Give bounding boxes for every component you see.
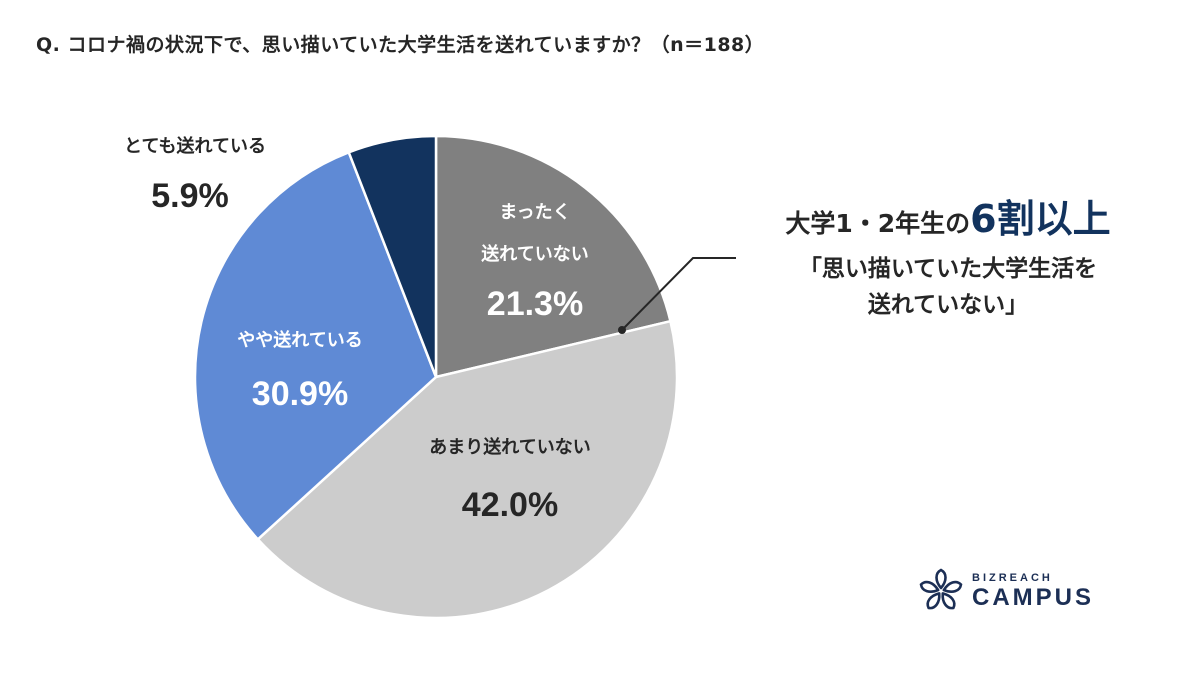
- chart-title: Q. コロナ禍の状況下で、思い描いていた大学生活を送れていますか？（n＝188）: [36, 34, 765, 56]
- callout-quote-line2: 送れていない」: [867, 292, 1029, 318]
- callout-head-prefix: 大学1・2年生の: [785, 209, 971, 238]
- logo-bizreach: BIZREACH: [972, 572, 1053, 584]
- slice-label-somewhat-name: やや送れている: [237, 330, 363, 351]
- bizreach-campus-logo: BIZREACH CAMPUS: [918, 568, 1094, 614]
- callout-headline: 大学1・2年生の6割以上: [748, 196, 1148, 247]
- slice-not-much: [256, 319, 679, 620]
- leader-line: [618, 257, 736, 334]
- slice-label-not-at-all: まったく 送れていない 21.3%: [450, 200, 620, 326]
- callout-quote-line1: 「思い描いていた大学生活を: [798, 256, 1098, 282]
- slice-label-not-at-all-pct: 21.3%: [486, 285, 584, 323]
- slice-label-very-much-pct: 5.9%: [151, 177, 229, 215]
- slice-label-somewhat: やや送れている 30.9%: [210, 328, 390, 416]
- logo-text: BIZREACH CAMPUS: [972, 571, 1094, 611]
- slice-label-not-at-all-name: まったく: [499, 202, 571, 223]
- pie-slices: [193, 134, 679, 620]
- slice-label-very-much: とても送れている 5.9%: [100, 134, 290, 218]
- slice-label-not-much-pct: 42.0%: [461, 486, 559, 524]
- callout-head-emphasis: 6割以上: [970, 197, 1111, 241]
- slice-label-somewhat-pct: 30.9%: [251, 375, 349, 413]
- slice-not-at-all: [434, 134, 672, 379]
- slice-label-not-much: あまり送れていない 42.0%: [400, 435, 620, 527]
- callout: 大学1・2年生の6割以上 「思い描いていた大学生活を 送れていない」: [748, 196, 1148, 323]
- slice-somewhat: [193, 151, 438, 541]
- sakura-flower-icon: [919, 568, 963, 610]
- slice-label-not-much-name: あまり送れていない: [429, 437, 591, 458]
- slice-label-not-at-all-name-2: 送れていない: [481, 244, 589, 265]
- slice-very-much: [347, 134, 438, 379]
- slice-label-very-much-name: とても送れている: [123, 136, 267, 157]
- logo-campus: CAMPUS: [972, 584, 1095, 611]
